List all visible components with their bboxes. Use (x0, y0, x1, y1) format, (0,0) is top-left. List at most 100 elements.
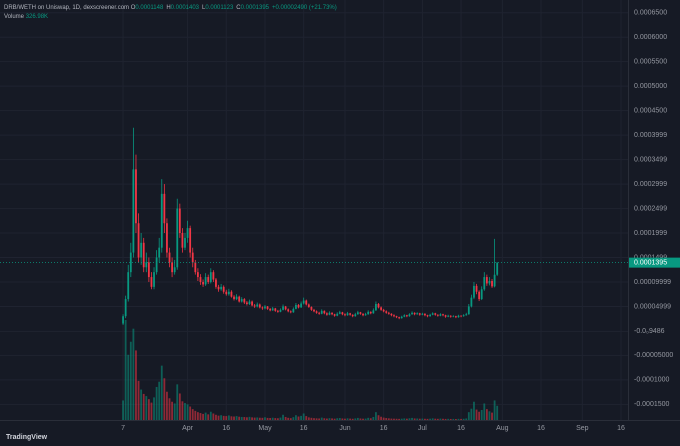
candle-body (338, 312, 341, 314)
volume-bar (215, 414, 217, 420)
volume-bar (274, 418, 277, 420)
volume-bar (176, 384, 179, 420)
volume-bar (377, 415, 380, 420)
volume-bar (483, 403, 486, 420)
y-tick-label: -0.0001500 (634, 401, 670, 408)
volume-bar (160, 365, 163, 420)
candle-body (233, 296, 235, 300)
candle-body (413, 312, 416, 315)
candle-body (385, 311, 388, 313)
volume-bar (426, 418, 429, 420)
candle-body (320, 310, 323, 314)
candle-body (341, 312, 344, 315)
volume-bar (184, 403, 186, 420)
brand-logo[interactable]: TradingView (6, 434, 48, 441)
volume-bar (178, 393, 181, 420)
volume-bar (284, 416, 287, 420)
volume-bar (292, 417, 295, 420)
volume-key: Volume (4, 14, 25, 20)
candle-body (186, 228, 189, 238)
candle-body (356, 312, 359, 315)
candle-body (127, 272, 130, 300)
candle-body (398, 317, 401, 319)
candle-body (196, 272, 199, 278)
candle-body (274, 308, 277, 311)
candle-body (258, 304, 261, 308)
candle-body (225, 291, 228, 295)
candle-body (307, 304, 310, 307)
volume-bar (258, 417, 261, 420)
candle-body (390, 313, 393, 316)
x-tick-label: Jul (418, 425, 427, 432)
volume-value: 326.98K (25, 14, 49, 20)
candle-body (496, 262, 499, 275)
x-tick-label: 16 (457, 425, 465, 432)
x-tick-label: Aug (496, 425, 509, 432)
candle-body (395, 316, 398, 318)
volume-bar (434, 418, 437, 420)
candle-body (488, 280, 491, 284)
volume-bar (217, 415, 220, 420)
volume-bar (287, 417, 290, 420)
volume-bar (246, 417, 248, 420)
volume-bar (460, 418, 462, 420)
volume-bar (253, 417, 256, 420)
volume-bar (421, 418, 424, 420)
candle-body (336, 313, 339, 316)
y-tick-label: 0.0003999 (634, 132, 667, 139)
volume-bar (173, 403, 176, 420)
candle-body (178, 208, 181, 234)
last-price-label: 0.0001395 (634, 259, 667, 266)
volume-bar (424, 418, 426, 420)
candle-body (372, 310, 375, 314)
y-tick-label: 0.0004500 (634, 107, 667, 114)
candle-body (313, 309, 315, 312)
x-tick-label: Apr (182, 425, 194, 432)
candle-body (467, 306, 470, 315)
volume-bar (470, 408, 473, 420)
volume-bar (331, 418, 333, 420)
volume-bar (496, 405, 499, 420)
volume-bar (390, 418, 393, 420)
volume-bar (256, 417, 259, 420)
candle-body (173, 267, 176, 273)
candle-body (271, 308, 274, 311)
volume-bar (398, 418, 401, 420)
volume-bar (349, 418, 352, 420)
volume-bar (436, 418, 439, 420)
candle-body (264, 306, 266, 309)
volume-bar (209, 411, 212, 420)
volume-bar (248, 416, 251, 420)
volume-bar (382, 417, 385, 420)
volume-bar (300, 415, 303, 420)
volume-bar (351, 418, 354, 420)
candle-body (429, 314, 432, 317)
candle-body (462, 315, 465, 317)
candle-body (194, 262, 197, 273)
volume-bar (166, 391, 168, 420)
candle-body (140, 242, 143, 258)
candle-body (251, 301, 253, 306)
volume-bar (222, 415, 225, 420)
candle-body (431, 313, 434, 315)
candle-body (416, 313, 419, 315)
volume-bar (411, 417, 413, 420)
volume-bar (338, 418, 341, 420)
candle-body (261, 307, 264, 309)
candle-body (158, 247, 161, 258)
candle-body (478, 291, 481, 300)
candle-body (155, 257, 158, 273)
candle-body (493, 274, 496, 287)
volume-bar (282, 414, 284, 420)
y-tick-label: 0.00009999 (634, 279, 671, 286)
legend: DRB/WETH on Uniswap, 1D, dexscreener.com… (4, 4, 340, 22)
candle-body (411, 312, 413, 315)
last-price-box (629, 257, 680, 268)
candle-body (452, 316, 455, 317)
volume-bar (467, 412, 470, 420)
candle-body (145, 262, 148, 268)
volume-bar (276, 418, 279, 420)
candle-body (166, 223, 168, 253)
candle-body (184, 237, 186, 248)
candle-body (209, 272, 212, 282)
